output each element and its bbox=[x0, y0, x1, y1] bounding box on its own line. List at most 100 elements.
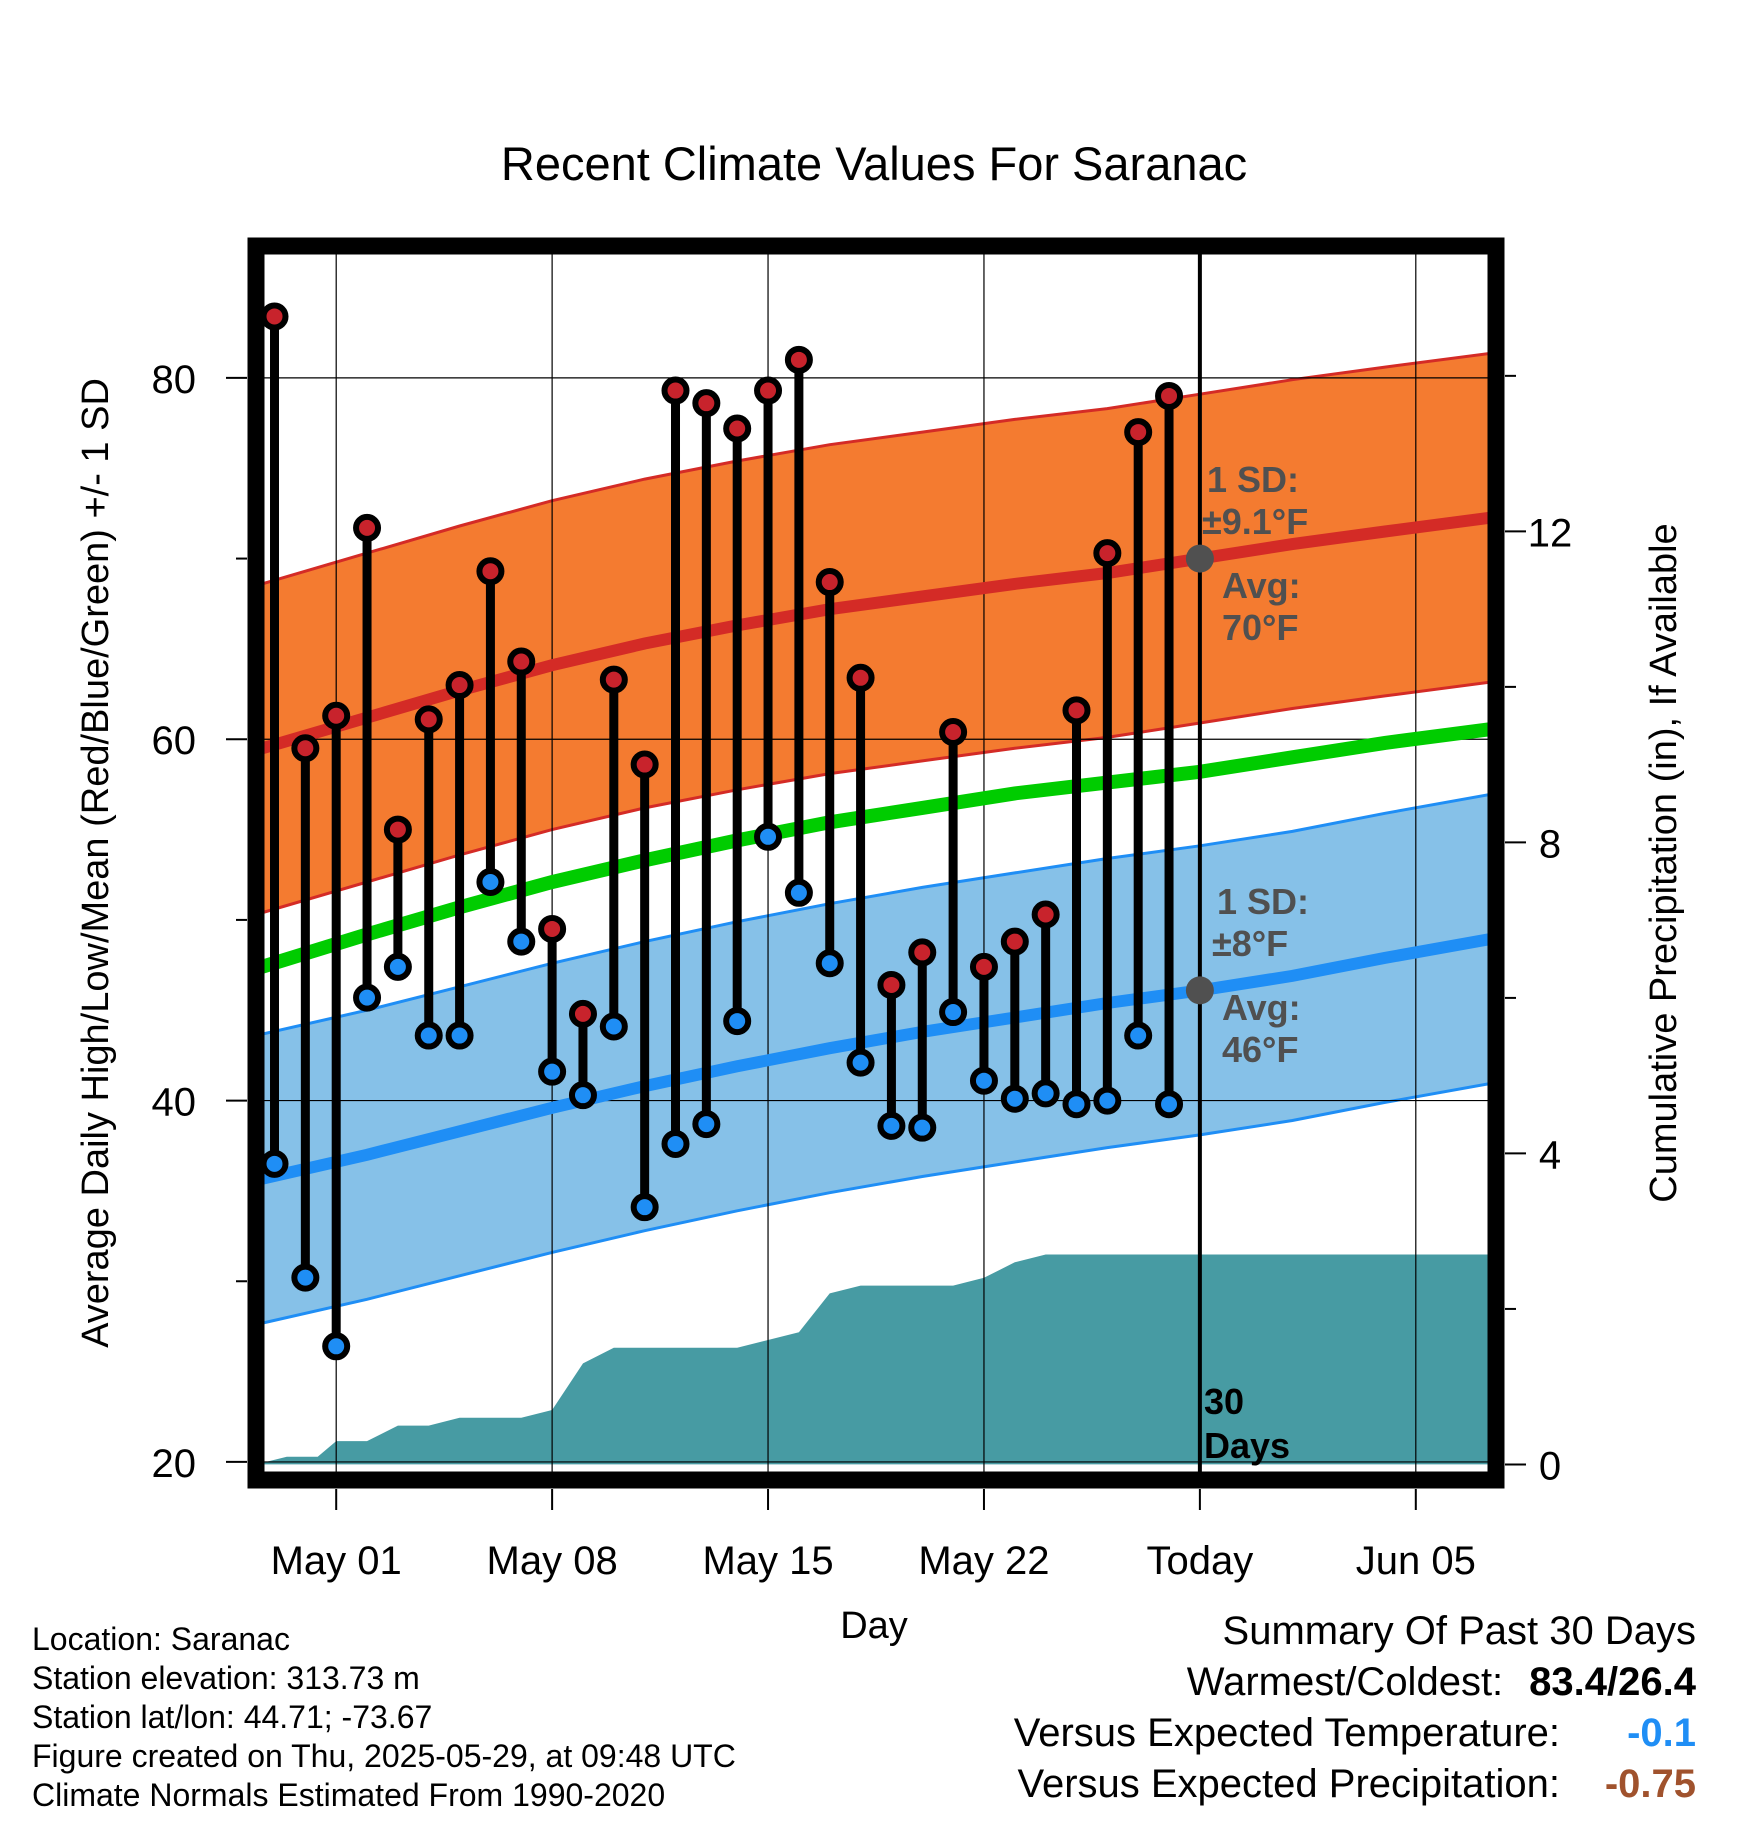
window-unit: Days bbox=[1204, 1425, 1290, 1466]
precip-area bbox=[256, 1254, 1496, 1465]
daily-low-point bbox=[507, 927, 536, 956]
low-sd-band bbox=[256, 791, 1496, 1327]
summary-title: Summary Of Past 30 Days bbox=[1222, 1609, 1696, 1653]
x-tick-label: Today bbox=[1147, 1539, 1254, 1583]
daily-high-point bbox=[414, 705, 443, 734]
high-avg-value: 70°F bbox=[1222, 607, 1298, 648]
daily-high-point bbox=[1000, 927, 1029, 956]
plot-frame bbox=[247, 237, 1505, 1489]
daily-low-point bbox=[692, 1110, 721, 1139]
daily-high-point bbox=[599, 665, 628, 694]
temp-vs-expected-label: Versus Expected Temperature: bbox=[1013, 1711, 1560, 1755]
daily-low-point bbox=[599, 1012, 628, 1041]
x-axis-label: Day bbox=[840, 1605, 908, 1647]
daily-low-point bbox=[1000, 1084, 1029, 1113]
summary-precip-row: Versus Expected Precipitation: -0.75 bbox=[1014, 1759, 1696, 1810]
daily-high-point bbox=[538, 914, 567, 943]
daily-low-point bbox=[538, 1057, 567, 1086]
latlon-text: Station lat/lon: 44.71; -73.67 bbox=[32, 1699, 433, 1735]
daily-high-point bbox=[877, 970, 906, 999]
daily-high-point bbox=[908, 938, 937, 967]
daily-low-point bbox=[1155, 1090, 1184, 1119]
daily-low-point bbox=[784, 878, 813, 907]
today-high-normal-marker bbox=[1185, 544, 1214, 573]
x-tick-label: Jun 05 bbox=[1356, 1539, 1476, 1583]
elevation-text: Station elevation: 313.73 m bbox=[32, 1660, 420, 1696]
x-tick-label: May 08 bbox=[487, 1539, 618, 1583]
daily-high-point bbox=[445, 671, 474, 700]
daily-high-point bbox=[476, 557, 505, 586]
low-sd-title: 1 SD: bbox=[1217, 881, 1309, 922]
y-right-tick-label: 8 bbox=[1539, 822, 1561, 866]
daily-high-point bbox=[353, 513, 382, 542]
daily-high-point bbox=[846, 663, 875, 692]
daily-low-point bbox=[754, 822, 783, 851]
normals-text: Climate Normals Estimated From 1990-2020 bbox=[32, 1777, 666, 1813]
location-text: Location: Saranac bbox=[32, 1621, 290, 1657]
high-avg-title: Avg: bbox=[1222, 565, 1301, 606]
y-left-tick-label: 40 bbox=[152, 1081, 197, 1125]
daily-high-point bbox=[1093, 539, 1122, 568]
daily-high-point bbox=[815, 568, 844, 597]
y-axis-left-label: Average Daily High/Low/Mean (Red/Blue/Gr… bbox=[75, 378, 117, 1348]
daily-low-point bbox=[1093, 1086, 1122, 1115]
precip-vs-expected-label: Versus Expected Precipitation: bbox=[1017, 1762, 1560, 1806]
daily-low-point bbox=[260, 1149, 289, 1178]
high-sd-value: ±9.1°F bbox=[1202, 501, 1308, 542]
daily-low-point bbox=[908, 1113, 937, 1142]
daily-high-point bbox=[507, 647, 536, 676]
daily-low-point bbox=[723, 1007, 752, 1036]
daily-high-point bbox=[1155, 381, 1184, 410]
daily-high-point bbox=[661, 376, 690, 405]
daily-high-point bbox=[568, 999, 597, 1028]
daily-high-point bbox=[1124, 418, 1153, 447]
y-axis-right-label: Cumulative Precipitation (in), If Availa… bbox=[1643, 523, 1685, 1202]
warm-cold-value: 83.4/26.4 bbox=[1529, 1660, 1696, 1704]
daily-high-point bbox=[322, 701, 351, 730]
today-low-normal-marker bbox=[1185, 976, 1214, 1005]
daily-low-point bbox=[414, 1021, 443, 1050]
summary-panel: Summary Of Past 30 Days Warmest/Coldest:… bbox=[1014, 1606, 1696, 1810]
precip-vs-expected-value: -0.75 bbox=[1604, 1762, 1696, 1806]
daily-low-point bbox=[445, 1021, 474, 1050]
low-avg-title: Avg: bbox=[1222, 987, 1301, 1028]
temp-vs-expected-value: -0.1 bbox=[1627, 1711, 1696, 1755]
daily-low-point bbox=[476, 867, 505, 896]
daily-low-point bbox=[353, 983, 382, 1012]
daily-low-point bbox=[291, 1263, 320, 1292]
daily-low-point bbox=[383, 952, 412, 981]
daily-low-point bbox=[1031, 1079, 1060, 1108]
daily-low-point bbox=[846, 1048, 875, 1077]
daily-low-point bbox=[1124, 1021, 1153, 1050]
high-sd-title: 1 SD: bbox=[1207, 459, 1299, 500]
daily-low-point bbox=[322, 1332, 351, 1361]
daily-low-point bbox=[661, 1129, 690, 1158]
daily-high-point bbox=[692, 389, 721, 418]
daily-high-point bbox=[754, 376, 783, 405]
y-right-tick-label: 0 bbox=[1539, 1444, 1561, 1488]
window-number: 30 bbox=[1204, 1381, 1244, 1422]
low-normal-line bbox=[256, 932, 1496, 1186]
created-text: Figure created on Thu, 2025-05-29, at 09… bbox=[32, 1738, 736, 1774]
daily-low-point bbox=[630, 1193, 659, 1222]
daily-high-point bbox=[291, 734, 320, 763]
chart-title: Recent Climate Values For Saranac bbox=[501, 137, 1247, 190]
y-right-tick-label: 12 bbox=[1528, 511, 1573, 555]
low-sd-value: ±8°F bbox=[1212, 923, 1288, 964]
low-avg-value: 46°F bbox=[1222, 1029, 1298, 1070]
y-left-tick-label: 80 bbox=[152, 358, 197, 402]
daily-low-point bbox=[815, 949, 844, 978]
x-tick-label: May 15 bbox=[702, 1539, 833, 1583]
axes: 20 40 60 80 0 4 8 12 May 01 May 08 May 15 May 22 Tod… bbox=[152, 237, 1573, 1583]
plot-area bbox=[256, 246, 1496, 1480]
summary-warm-cold-row: Warmest/Coldest: 83.4/26.4 bbox=[1014, 1657, 1696, 1708]
x-tick-label: May 22 bbox=[918, 1539, 1049, 1583]
daily-low-point bbox=[877, 1111, 906, 1140]
daily-low-point bbox=[1062, 1090, 1091, 1119]
station-info: Location: Saranac Station elevation: 313… bbox=[32, 1620, 736, 1815]
daily-high-point bbox=[1062, 696, 1091, 725]
y-left-tick-label: 60 bbox=[152, 719, 197, 763]
warm-cold-label: Warmest/Coldest: bbox=[1186, 1660, 1504, 1704]
